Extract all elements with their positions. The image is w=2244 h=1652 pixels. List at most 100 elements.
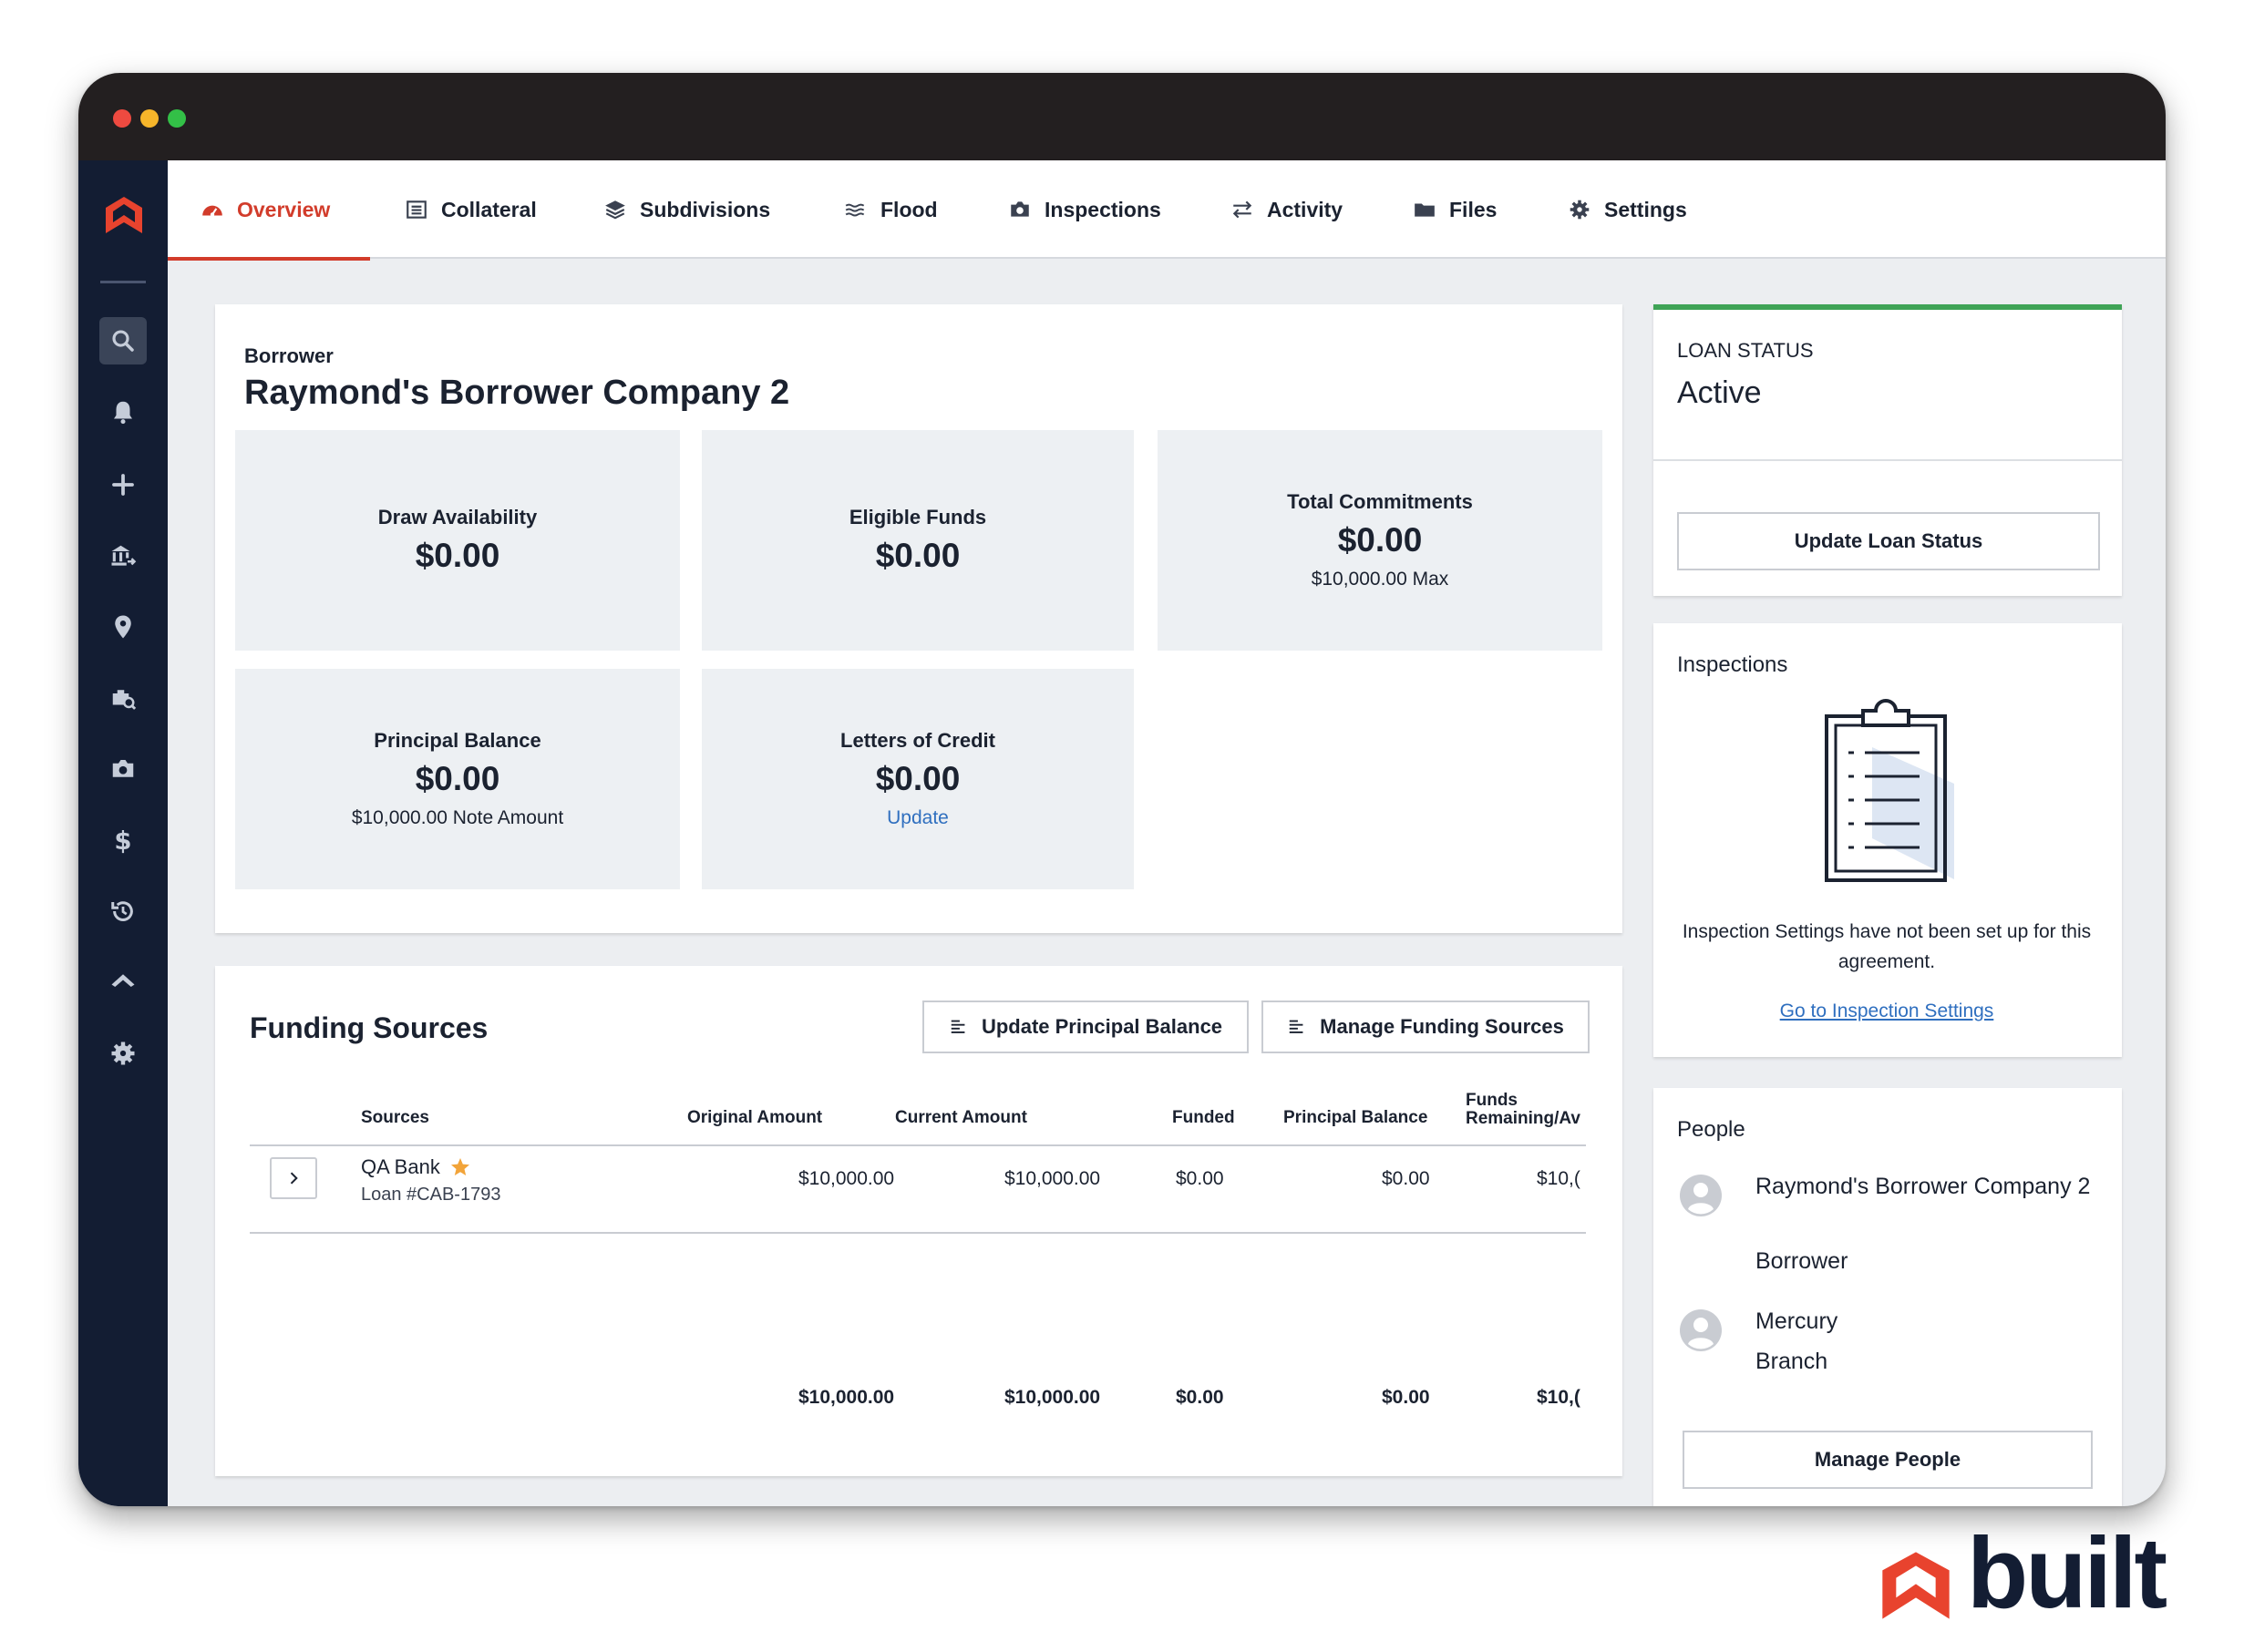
total-original-amount: $10,000.00 bbox=[798, 1387, 895, 1408]
close-window-button[interactable] bbox=[113, 109, 131, 128]
people-card: People Raymond's Borrower Company 2 Borr… bbox=[1653, 1088, 2122, 1506]
tab-collateral[interactable]: Collateral bbox=[405, 160, 537, 259]
svg-text:$: $ bbox=[114, 826, 131, 854]
tab-label: Subdivisions bbox=[640, 197, 771, 221]
app-window: $ Overview Collateral Subdivisions Flood bbox=[78, 73, 2166, 1506]
bank-transfer-icon bbox=[111, 545, 137, 566]
tab-label: Settings bbox=[1604, 197, 1687, 221]
loan-status-value: Active bbox=[1677, 375, 1762, 410]
person-role: Branch bbox=[1755, 1349, 1828, 1374]
brand-wordmark: built bbox=[1967, 1517, 2167, 1629]
sidebar-settings-button[interactable] bbox=[99, 1030, 147, 1077]
tab-subdivisions[interactable]: Subdivisions bbox=[603, 160, 770, 259]
column-header-current-amount: Current Amount bbox=[895, 1108, 1027, 1127]
loan-status-card: LOAN STATUS Active Update Loan Status bbox=[1653, 304, 2122, 596]
dollar-icon: $ bbox=[114, 826, 131, 854]
stat-value: $0.00 bbox=[875, 760, 961, 797]
update-letters-of-credit-link[interactable]: Update bbox=[887, 807, 949, 828]
stat-label: Letters of Credit bbox=[840, 729, 995, 752]
maximize-window-button[interactable] bbox=[168, 109, 186, 128]
stat-value: $0.00 bbox=[1337, 521, 1423, 559]
total-principal-balance: $0.00 bbox=[1382, 1387, 1430, 1408]
loan-status-label: LOAN STATUS bbox=[1677, 339, 1814, 362]
tab-label: Inspections bbox=[1045, 197, 1161, 221]
column-header-funded: Funded bbox=[1172, 1108, 1235, 1127]
sidebar-inspections-button[interactable] bbox=[99, 745, 147, 793]
button-label: Manage People bbox=[1814, 1448, 1961, 1471]
total-funded: $0.00 bbox=[1176, 1387, 1224, 1408]
bell-icon bbox=[114, 401, 132, 425]
update-principal-balance-button[interactable]: Update Principal Balance bbox=[922, 1000, 1249, 1053]
sidebar-add-button[interactable] bbox=[99, 461, 147, 508]
location-pin-icon bbox=[115, 615, 131, 639]
sidebar-notifications-button[interactable] bbox=[99, 388, 147, 436]
tab-inspections[interactable]: Inspections bbox=[1008, 160, 1161, 259]
source-name: QA Bank bbox=[361, 1155, 471, 1179]
chevron-right-icon bbox=[290, 1172, 298, 1185]
camera-icon bbox=[112, 760, 134, 777]
borrower-label: Borrower bbox=[244, 344, 334, 367]
sidebar-portfolio-search-button[interactable] bbox=[99, 674, 147, 722]
original-amount-cell: $10,000.00 bbox=[798, 1168, 895, 1189]
stat-label: Total Commitments bbox=[1287, 490, 1473, 513]
tab-activity[interactable]: Activity bbox=[1230, 160, 1343, 259]
funding-sources-card: Funding Sources Update Principal Balance… bbox=[215, 966, 1622, 1476]
stat-value: $0.00 bbox=[415, 537, 500, 574]
person-name: Raymond's Borrower Company 2 bbox=[1755, 1174, 2091, 1199]
eligible-funds-tile: Eligible Funds $0.00 bbox=[702, 430, 1134, 651]
funding-sources-title: Funding Sources bbox=[250, 1011, 489, 1044]
manage-people-button[interactable]: Manage People bbox=[1683, 1431, 2093, 1489]
status-accent-bar bbox=[1653, 304, 2122, 310]
tab-settings[interactable]: Settings bbox=[1568, 160, 1687, 259]
column-header-funds-remaining: Funds Remaining/Av bbox=[1466, 1092, 1586, 1128]
stat-label: Eligible Funds bbox=[849, 506, 987, 528]
swap-icon bbox=[1232, 200, 1252, 219]
stat-value: $0.00 bbox=[875, 537, 961, 574]
total-current-amount: $10,000.00 bbox=[1004, 1387, 1101, 1408]
sidebar-location-button[interactable] bbox=[99, 603, 147, 651]
people-title: People bbox=[1677, 1117, 1745, 1142]
clipboard-illustration-icon bbox=[1825, 699, 1954, 882]
total-funds-remaining: $10,( bbox=[1537, 1387, 1580, 1408]
source-loan-number: Loan #CAB-1793 bbox=[361, 1185, 501, 1205]
button-label: Update Loan Status bbox=[1794, 529, 1983, 552]
avatar-icon bbox=[1680, 1175, 1722, 1216]
go-to-inspection-settings-link[interactable]: Go to Inspection Settings bbox=[1779, 1000, 1994, 1021]
sidebar-home-button[interactable] bbox=[99, 959, 147, 1006]
sidebar-finance-button[interactable]: $ bbox=[99, 816, 147, 864]
sidebar-bank-button[interactable] bbox=[99, 532, 147, 580]
built-logo-icon[interactable] bbox=[102, 193, 146, 237]
expand-row-button[interactable] bbox=[270, 1157, 317, 1199]
funds-remaining-cell: $10,( bbox=[1537, 1168, 1580, 1189]
button-label: Manage Funding Sources bbox=[1320, 1015, 1564, 1038]
built-brand-logo-icon bbox=[1882, 1552, 1950, 1619]
star-icon[interactable] bbox=[449, 1156, 471, 1178]
tab-bar: Overview Collateral Subdivisions Flood I… bbox=[168, 160, 2166, 261]
tab-label: Activity bbox=[1267, 197, 1343, 221]
gear-icon bbox=[111, 1041, 135, 1065]
tab-flood[interactable]: Flood bbox=[844, 160, 938, 259]
principal-balance-cell: $0.00 bbox=[1382, 1168, 1430, 1189]
tab-files[interactable]: Files bbox=[1413, 160, 1497, 259]
total-commitments-tile: Total Commitments $0.00 $10,000.00 Max bbox=[1158, 430, 1602, 651]
current-amount-cell: $10,000.00 bbox=[1004, 1168, 1101, 1189]
minimize-window-button[interactable] bbox=[140, 109, 159, 128]
stat-label: Draw Availability bbox=[377, 506, 538, 528]
search-icon bbox=[112, 330, 134, 352]
table-header-divider bbox=[250, 1144, 1586, 1146]
tab-label: Overview bbox=[237, 197, 331, 221]
sidebar-history-button[interactable] bbox=[99, 888, 147, 935]
column-header-sources: Sources bbox=[361, 1108, 429, 1127]
stat-label: Principal Balance bbox=[374, 729, 541, 752]
list-icon bbox=[407, 200, 427, 219]
folder-icon bbox=[1415, 203, 1435, 217]
person-role: Borrower bbox=[1755, 1248, 1848, 1274]
update-loan-status-button[interactable]: Update Loan Status bbox=[1677, 512, 2100, 570]
card-divider bbox=[1653, 459, 2122, 461]
align-left-icon bbox=[951, 1020, 965, 1033]
borrower-name: Raymond's Borrower Company 2 bbox=[244, 374, 790, 412]
tab-overview[interactable]: Overview bbox=[168, 160, 370, 261]
manage-funding-sources-button[interactable]: Manage Funding Sources bbox=[1261, 1000, 1590, 1053]
sidebar-search-button[interactable] bbox=[99, 317, 147, 364]
title-bar bbox=[78, 73, 2166, 160]
